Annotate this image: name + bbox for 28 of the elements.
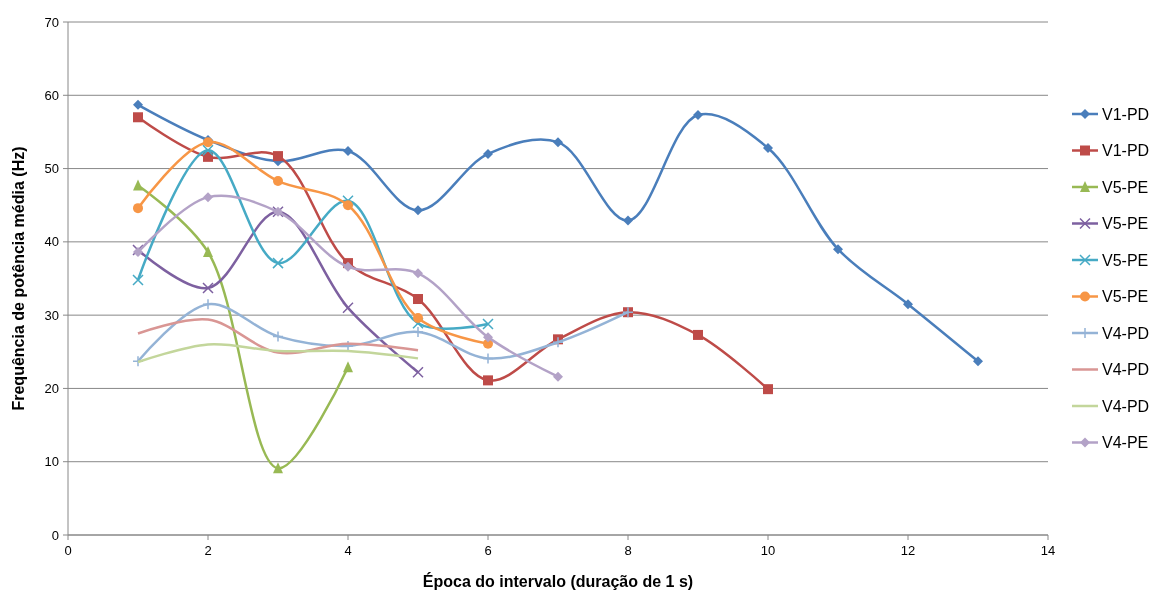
legend-label: V5-PE (1102, 215, 1149, 233)
y-tick-label: 40 (44, 234, 59, 250)
legend-label: V4-PD (1102, 361, 1150, 379)
legend-label: V4-PE (1102, 434, 1149, 452)
legend-label: V5-PE (1102, 251, 1149, 269)
x-axis-title: Época do intervalo (duração de 1 s) (422, 572, 694, 590)
y-tick-label: 0 (51, 527, 59, 543)
y-tick-label: 70 (44, 14, 59, 30)
x-tick-label: 8 (624, 543, 632, 558)
y-tick-label: 10 (44, 454, 59, 470)
y-axis-title: Frequência de potência média (Hz) (10, 146, 27, 411)
x-tick-label: 2 (204, 543, 212, 558)
legend-label: V5-PE (1102, 178, 1149, 196)
x-tick-label: 10 (760, 543, 776, 558)
x-tick-label: 12 (900, 543, 916, 558)
x-tick-label: 14 (1040, 543, 1056, 558)
y-tick-label: 50 (44, 161, 59, 177)
y-tick-label: 60 (44, 87, 59, 103)
y-tick-label: 30 (44, 307, 59, 323)
legend-label: V1-PD (1102, 142, 1150, 160)
x-tick-label: 0 (64, 543, 72, 558)
legend-label: V4-PD (1102, 397, 1150, 415)
x-tick-label: 6 (484, 543, 492, 558)
legend-label: V1-PD (1102, 105, 1150, 123)
legend-label: V5-PE (1102, 288, 1149, 306)
legend-label: V4-PD (1102, 324, 1150, 342)
y-tick-label: 20 (44, 380, 59, 396)
x-tick-label: 4 (344, 543, 352, 558)
